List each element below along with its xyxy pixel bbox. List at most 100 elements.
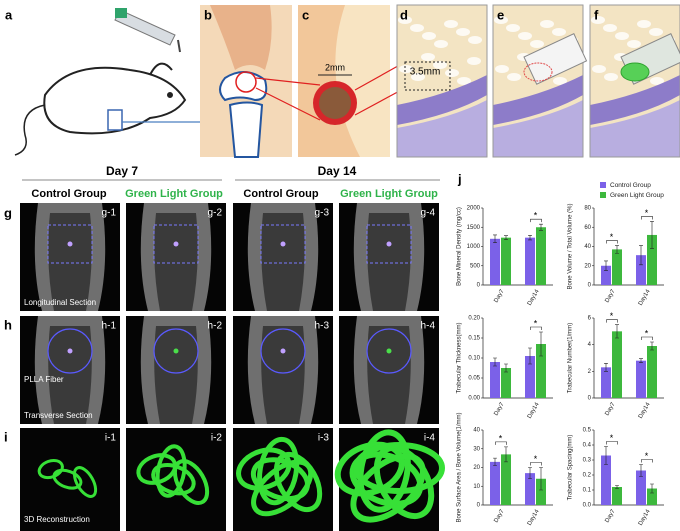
drill-hole (404, 61, 451, 91)
bar (601, 455, 611, 505)
group-label: Green Light Group (340, 188, 438, 200)
trabecula (627, 40, 641, 48)
error-bar (528, 347, 532, 365)
caption: Longitudinal Section (24, 298, 96, 307)
error-bar (528, 467, 532, 480)
bone-inner (48, 326, 92, 424)
trabecula (592, 65, 606, 73)
trabecula (467, 57, 481, 65)
error-bar (604, 260, 608, 271)
significance-label: * (645, 451, 649, 461)
error-bar (639, 358, 643, 363)
trabecula (553, 77, 567, 85)
image-label: i-2 (211, 433, 223, 444)
roi-center (280, 241, 286, 247)
growth-plate-inner (397, 100, 487, 157)
trabecula (495, 65, 509, 73)
bone-inner (367, 326, 411, 424)
significance-label: * (499, 433, 503, 443)
y-tick-label: 80 (584, 206, 591, 212)
day-label: Day 7 (106, 164, 138, 178)
section-border (396, 4, 488, 158)
fiber (523, 62, 553, 82)
y-tick-label: 0.5 (583, 428, 592, 434)
bar (647, 488, 657, 505)
group-label: Green Light Group (125, 188, 223, 200)
x-tick-label: Day7 (604, 288, 617, 304)
y-tick-label: 60 (584, 225, 591, 231)
significance-label: * (610, 433, 614, 443)
bar (501, 237, 511, 285)
error-bar (650, 221, 654, 249)
micro-ct-images: g-1 g-2 g-3 g-4 h-1 h-2 h-3 h-4 i-1 i-2 i-3 i-4 Long… (20, 203, 445, 531)
y-tick-label: 0.4 (583, 443, 592, 449)
section-border (492, 4, 584, 158)
legend-label: Control Group (610, 182, 651, 189)
scale-label: 3.5mm (410, 67, 441, 78)
y-tick-label: 1500 (467, 225, 481, 231)
y-tick-label: 0.0 (583, 503, 592, 509)
error-bar (504, 235, 508, 240)
panel-label: e (497, 7, 504, 22)
y-tick-label: 20 (473, 465, 480, 471)
bar (636, 255, 646, 285)
handpiece (114, 8, 181, 53)
bone-inner (261, 213, 305, 311)
roi (366, 328, 412, 374)
y-tick-label: 0.15 (468, 336, 480, 342)
bar (525, 473, 535, 505)
reconstruction (273, 452, 323, 513)
significance-bracket (641, 336, 653, 340)
roi (366, 224, 412, 264)
y-tick-label: 0.05 (468, 376, 480, 382)
image-bg (20, 428, 120, 531)
group-label: Control Group (243, 188, 318, 200)
image-label: i-4 (424, 433, 436, 444)
zoom-line (255, 77, 321, 86)
y-tick-label: 1000 (467, 244, 481, 250)
panel-label: h (4, 317, 12, 332)
trabecula (421, 53, 435, 61)
y-tick-label: 0.00 (468, 396, 480, 402)
y-axis-label: Trabecular Spacing(mm) (568, 435, 574, 501)
bar (525, 237, 535, 285)
growth-plate (493, 75, 583, 125)
drill-site-core (319, 87, 351, 119)
y-tick-label: 0 (477, 503, 481, 509)
y-tick-label: 40 (584, 244, 591, 250)
trabecula (591, 16, 605, 24)
image-label: h-2 (208, 321, 223, 332)
roi (260, 224, 306, 264)
scale-label: 2mm (325, 62, 345, 72)
significance-label: * (645, 208, 649, 218)
x-tick-label: Day14 (638, 288, 652, 307)
roi-center (173, 348, 179, 354)
error-bar (650, 341, 654, 351)
bone-shade (298, 5, 360, 157)
y-tick-label: 10 (473, 484, 480, 490)
y-axis-label: Trabecular Number(1/mm) (568, 323, 574, 393)
x-tick-label: Day14 (638, 508, 652, 527)
trabecula (603, 24, 617, 32)
bar (490, 362, 500, 398)
significance-bracket (530, 326, 542, 330)
bone-inner (367, 213, 411, 311)
significance-bracket (606, 441, 618, 445)
y-tick-label: 20 (584, 263, 591, 269)
error-bar (604, 446, 608, 465)
roi (153, 328, 199, 374)
reconstruction (236, 447, 292, 491)
bar (636, 470, 646, 505)
roi (153, 224, 199, 264)
y-axis-label: Bone Volume / Total Volume (%) (568, 204, 574, 290)
error-bar (539, 467, 543, 491)
caption: PLLA Fiber (24, 375, 64, 384)
y-axis-label: Bone Surface Area / Bone Volume(1/mm) (457, 412, 463, 522)
panel-label: b (204, 7, 212, 22)
panel-label: i (4, 429, 8, 444)
trabecula (433, 61, 447, 69)
roi (260, 328, 306, 374)
y-tick-label: 40 (473, 428, 480, 434)
reconstruction (257, 436, 300, 506)
bar (612, 487, 622, 505)
